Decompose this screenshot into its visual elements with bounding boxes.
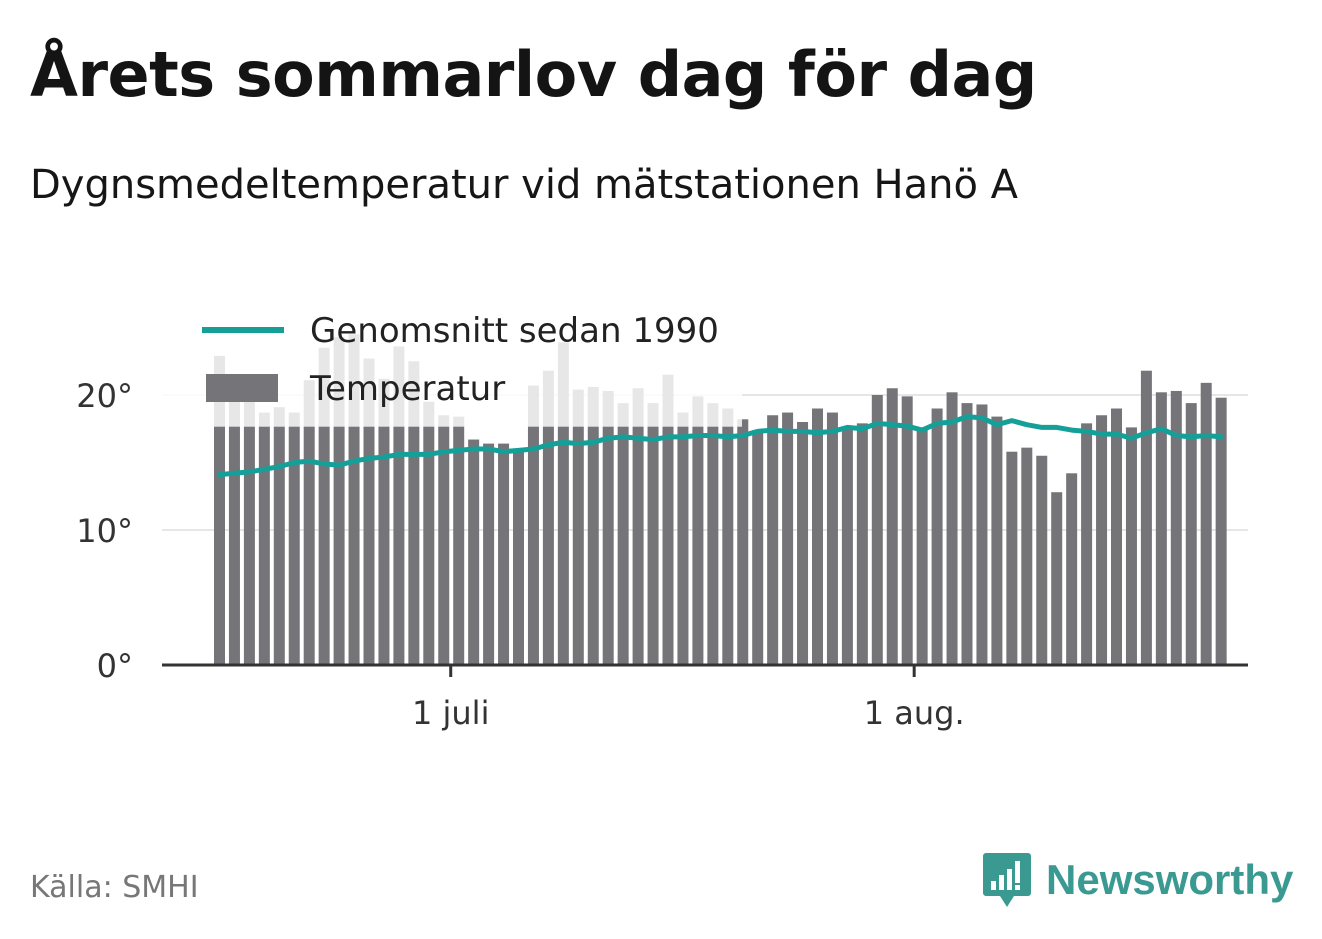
temperature-bar (886, 388, 898, 665)
temperature-bar (363, 358, 375, 665)
temperature-bar (991, 416, 1003, 665)
temperature-bar (303, 380, 315, 665)
temperature-bar (1125, 427, 1137, 665)
temperature-bar (931, 408, 943, 665)
temperature-bar (542, 370, 554, 665)
temperature-bar (662, 374, 674, 665)
temperature-bar (841, 427, 853, 665)
temperature-bar (602, 390, 614, 665)
temperature-bar (1051, 492, 1063, 665)
temperature-bar (1111, 408, 1122, 665)
temperature-bar (258, 412, 270, 665)
x-tick-label: 1 juli (412, 694, 489, 732)
temperature-bar (722, 408, 734, 665)
y-tick-label: 20° (76, 377, 133, 415)
temperature-bar (617, 403, 629, 665)
temperature-bar (856, 423, 868, 665)
temperature-bar (647, 403, 659, 665)
temperature-bar (318, 347, 330, 665)
temperature-bar (273, 407, 285, 665)
temperature-bar (1036, 455, 1048, 665)
legend-label-temperature: Temperatur (309, 369, 505, 409)
average-line (217, 414, 1224, 478)
temperature-bar (871, 395, 883, 665)
temperature-bar (468, 439, 480, 665)
temperature-bar (1215, 397, 1227, 665)
temperature-bar (498, 443, 510, 665)
temperature-bar (378, 378, 390, 665)
bar-layer (214, 334, 1227, 665)
temperature-bar (1066, 473, 1078, 665)
temperature-bar (438, 415, 450, 665)
temperature-bar (767, 415, 779, 665)
temperature-bar (901, 396, 913, 665)
temperature-bar (1155, 392, 1167, 665)
temperature-bar (348, 334, 360, 665)
brand-logo: Newsworthy (982, 848, 1293, 912)
x-tick-label: 1 aug. (864, 694, 965, 732)
temperature-bar (453, 416, 465, 665)
temperature-bar (782, 412, 794, 665)
temperature-bar (393, 346, 405, 665)
temperature-bar (408, 361, 420, 665)
temperature-bar (228, 380, 240, 665)
temperature-bar (1185, 403, 1197, 665)
temperature-bar (572, 389, 584, 665)
temperature-bar (1140, 370, 1152, 665)
temperature-bar (976, 404, 988, 665)
temperature-bar (483, 443, 495, 665)
y-tick-label: 0° (97, 647, 133, 685)
temperature-bar (797, 422, 809, 665)
temperature-bar (812, 408, 823, 665)
temperature-bar (557, 342, 569, 665)
temperature-bar (632, 388, 644, 665)
temperature-bar (1006, 451, 1018, 665)
brand-name: Newsworthy (1046, 856, 1294, 903)
temperature-bar (1081, 423, 1093, 665)
temperature-bar (333, 336, 345, 665)
source-note: Källa: SMHI (30, 870, 199, 905)
temperature-bar (961, 403, 973, 665)
temperature-bar (243, 378, 255, 665)
legend: Genomsnitt sedan 1990 Temperatur (202, 311, 719, 409)
axis-layer: 0° 10° 20° 1 juli 1 aug. (76, 377, 1248, 732)
temperature-bar (587, 386, 599, 665)
temperature-bar (1021, 447, 1033, 665)
temperature-bar (677, 412, 689, 665)
temperature-bar (752, 430, 764, 665)
temperature-bar (737, 419, 749, 665)
temperature-bar (1096, 415, 1108, 665)
chart-title: Årets sommarlov dag för dag (30, 38, 1037, 111)
legend-backdrop-panel (162, 300, 742, 427)
temperature-bar (916, 427, 928, 665)
temperature-chart: 0° 10° 20° 1 juli 1 aug. Genomsnitt sedan 19… (76, 300, 1248, 732)
temperature-bar (513, 450, 524, 665)
temperature-bar (946, 392, 958, 665)
legend-backdrop (162, 300, 742, 427)
newsworthy-logo-icon (983, 853, 1031, 907)
temperature-bar (527, 385, 539, 665)
line-layer (217, 414, 1224, 478)
temperature-bar (288, 412, 300, 665)
legend-label-average: Genomsnitt sedan 1990 (310, 311, 719, 351)
temperature-bar (826, 412, 838, 665)
chart-subtitle: Dygnsmedeltemperatur vid mätstationen Ha… (30, 162, 1019, 208)
y-tick-label: 10° (76, 512, 133, 550)
temperature-bar (707, 403, 719, 665)
temperature-bar (692, 396, 704, 665)
temperature-bar (214, 355, 225, 665)
temperature-bar (1200, 382, 1212, 665)
legend-bar-swatch (206, 374, 278, 402)
temperature-bar (423, 401, 435, 665)
temperature-bar (1170, 390, 1182, 665)
